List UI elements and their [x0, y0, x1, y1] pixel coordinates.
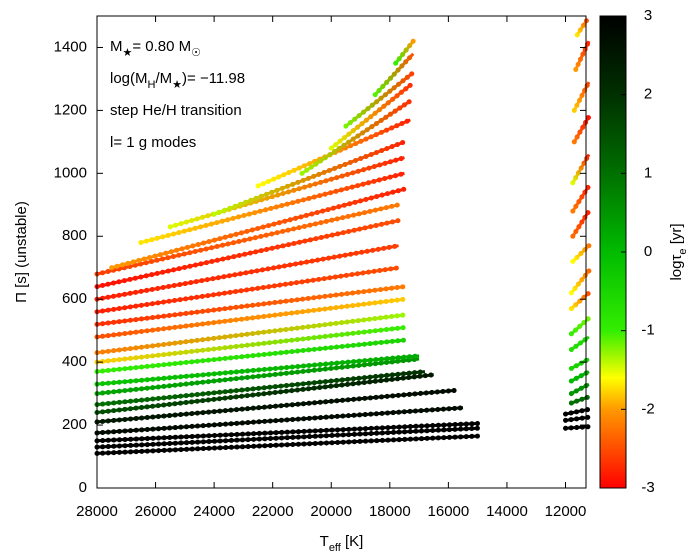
mode-track-core — [394, 40, 415, 65]
mode-track-core — [374, 52, 415, 96]
x-tick-label: 14000 — [486, 503, 528, 520]
mode-track-core — [96, 370, 426, 407]
colorbar-tick-label: 0 — [644, 243, 652, 260]
y-tick-label: 400 — [62, 353, 87, 370]
text-part: l= 1 g modes — [110, 134, 196, 151]
text-part: e — [677, 248, 687, 254]
mode-track-core — [96, 219, 399, 289]
mode-track-core — [140, 171, 405, 245]
mode-track-core — [96, 266, 399, 314]
x-tick-label: 22000 — [252, 503, 294, 520]
text-part: = 0.80 M — [132, 38, 191, 55]
x-tick-label: 24000 — [193, 503, 235, 520]
mode-track-core — [96, 354, 420, 386]
mode-track-core — [96, 357, 420, 396]
colorbar-tick-label: 3 — [644, 7, 652, 24]
colorbar-label: logτe [yr] — [668, 223, 687, 280]
y-tick-label: 600 — [62, 290, 87, 307]
mode-track-core — [169, 156, 405, 229]
text-part: [K] — [341, 533, 364, 550]
mode-track-core — [571, 244, 590, 263]
x-tick-label: 12000 — [545, 503, 587, 520]
y-tick-label: 0 — [79, 479, 87, 496]
mode-track-core — [96, 338, 405, 374]
text-part: step He/H transition — [110, 102, 242, 119]
x-tick-label: 18000 — [369, 503, 411, 520]
mode-track-core — [344, 71, 415, 128]
annotation: step He/H transition — [110, 102, 242, 119]
mode-track-core — [96, 297, 405, 339]
mode-track-core — [96, 421, 478, 443]
mode-track-core — [96, 434, 478, 455]
text-part: Π [s] (unstable) — [13, 201, 30, 303]
mode-track-core — [565, 415, 590, 422]
colorbar-tick-label: -2 — [641, 400, 654, 417]
mode-track-core — [96, 426, 478, 449]
x-tick-label: 20000 — [310, 503, 352, 520]
text-part: logτ — [668, 255, 685, 281]
colorbar-tick-label: -3 — [641, 479, 654, 496]
mode-track-core — [574, 40, 591, 71]
x-tick-label: 16000 — [428, 503, 470, 520]
annotation: M★= 0.80 M☉ — [110, 38, 201, 59]
y-axis-label: Π [s] (unstable) — [13, 201, 30, 303]
mode-track-core — [301, 99, 412, 175]
mode-track-core — [565, 425, 590, 430]
text-part: [yr] — [668, 223, 685, 248]
mode-track-core — [572, 115, 591, 143]
plot-frame — [96, 15, 587, 489]
text-part: ★ — [172, 79, 182, 91]
text-part: )= −11.98 — [182, 70, 245, 87]
y-tick-label: 1400 — [54, 38, 87, 55]
mode-track-core — [571, 210, 591, 238]
mode-track-core — [330, 84, 412, 150]
mode-track-core — [572, 81, 591, 112]
mode-track-core — [96, 373, 434, 414]
text-part: /M — [155, 70, 172, 87]
mode-track-core — [96, 244, 399, 301]
text-part: M — [110, 38, 123, 55]
mode-track-core — [96, 326, 405, 364]
x-axis-label: Teff [K] — [320, 533, 364, 553]
text-part: H — [148, 79, 156, 91]
mode-track-core — [96, 203, 399, 276]
mode-track-core — [96, 285, 405, 326]
text-part: ★ — [123, 47, 133, 59]
annotation: log(MH/M★)= −11.98 — [110, 70, 245, 91]
mode-track-core — [96, 313, 405, 355]
text-part: T — [320, 533, 329, 550]
mode-track-core — [571, 185, 591, 212]
mode-track-core — [213, 140, 405, 216]
mode-track-core — [96, 406, 464, 435]
colorbar-tick-label: 1 — [644, 164, 652, 181]
x-tick-label: 26000 — [135, 503, 177, 520]
mode-track-core — [565, 407, 590, 416]
text-part: log(M — [110, 70, 148, 87]
y-tick-label: 1000 — [54, 164, 87, 181]
mode-track-core — [111, 187, 405, 270]
y-tick-label: 800 — [62, 227, 87, 244]
x-tick-label: 28000 — [76, 503, 118, 520]
y-tick-label: 200 — [62, 416, 87, 433]
text-part: eff — [329, 542, 342, 553]
colorbar-tick-label: 2 — [644, 86, 652, 103]
mode-track-core — [571, 153, 591, 184]
colorbar-tick-label: -1 — [641, 322, 654, 339]
y-tick-label: 1200 — [54, 101, 87, 118]
text-part: ☉ — [191, 47, 201, 59]
mode-track-core — [96, 388, 455, 424]
annotation: l= 1 g modes — [110, 134, 196, 151]
